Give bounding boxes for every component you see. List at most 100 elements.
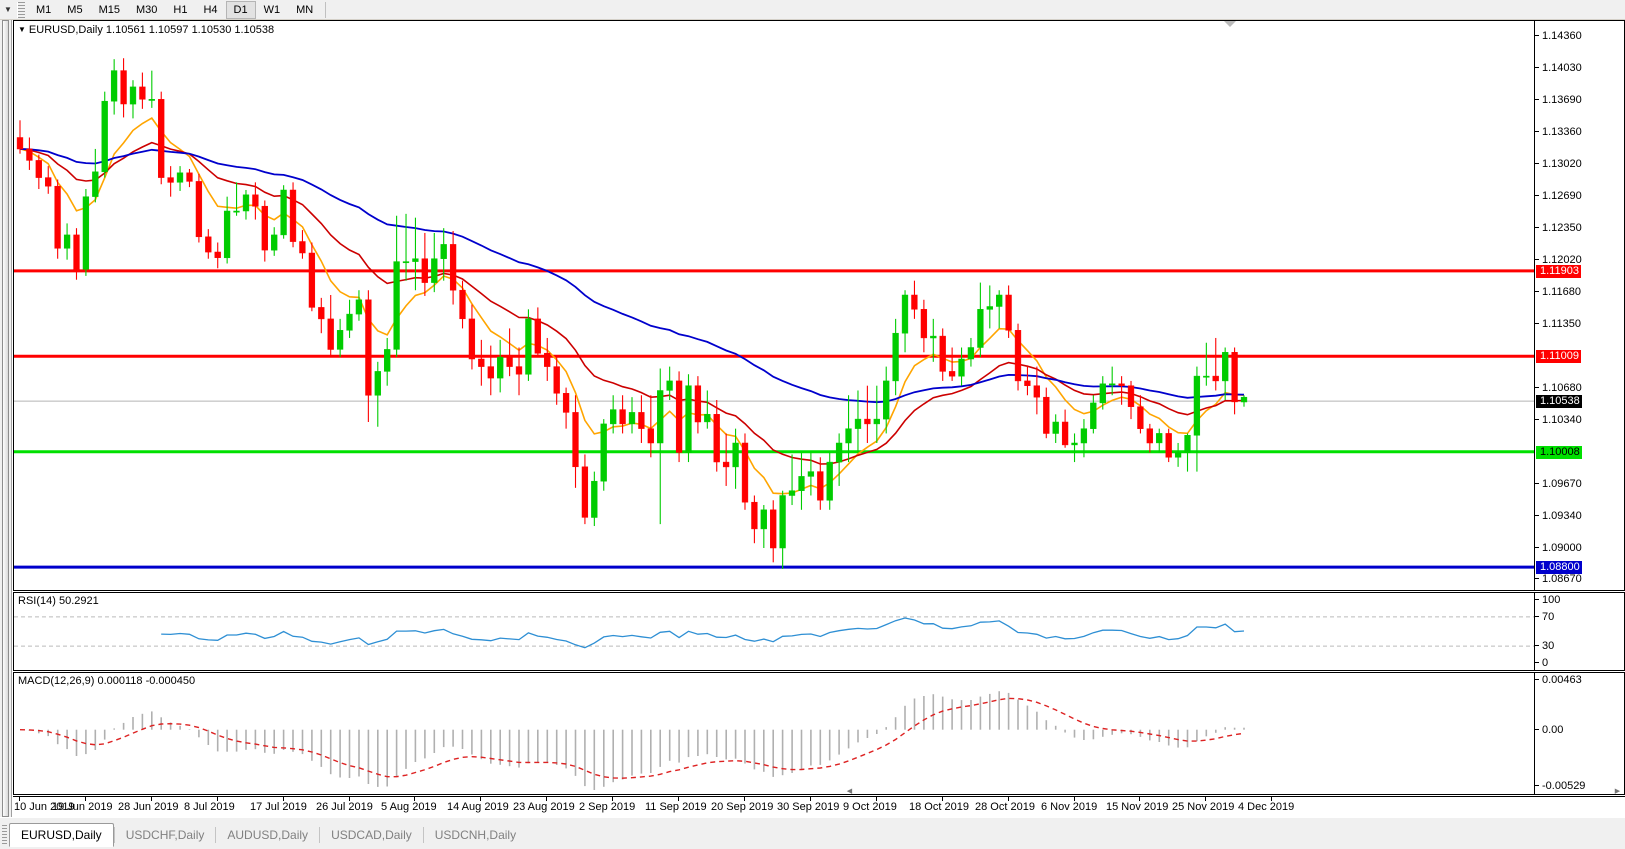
chevron-down-icon[interactable]: ▼	[4, 5, 12, 14]
price-panel[interactable]: ▼ EURUSD,Daily 1.10561 1.10597 1.10530 1.…	[13, 20, 1625, 591]
macd-label: MACD(12,26,9) 0.000118 -0.000450	[18, 675, 196, 687]
chart-tab-usdchf[interactable]: USDCHF,Daily	[125, 828, 205, 842]
date-label: 11 Sep 2019	[645, 801, 707, 813]
date-label: 17 Jul 2019	[250, 801, 307, 813]
vertical-scrollbar[interactable]	[0, 20, 12, 817]
macd-tick: 0.00	[1535, 724, 1563, 736]
date-tick	[1139, 797, 1140, 801]
date-label: 6 Nov 2019	[1041, 801, 1098, 813]
date-label: 14 Aug 2019	[447, 801, 509, 813]
date-label: 9 Oct 2019	[843, 801, 897, 813]
timeframe-button-d1[interactable]: D1	[225, 0, 256, 19]
chart-tab-usdcad[interactable]: USDCAD,Daily	[331, 828, 412, 842]
macd-svg	[19, 691, 1245, 790]
rsi-label: RSI(14) 50.2921	[18, 595, 99, 607]
rsi-tick: 30	[1535, 640, 1554, 652]
toolbar-grip-icon[interactable]	[17, 1, 25, 18]
price-tick: 1.09340	[1535, 510, 1582, 522]
date-label: 23 Aug 2019	[513, 801, 575, 813]
timeframe-button-h1[interactable]: H1	[173, 3, 188, 16]
timeframe-toolbar: ▼ M1 M5 M15 M30 H1 H4 D1 W1 MN	[0, 0, 1625, 20]
date-tick	[349, 797, 350, 801]
date-tick	[19, 797, 20, 801]
price-tick: 1.12350	[1535, 222, 1582, 234]
timeframe-button-h4[interactable]: H4	[203, 3, 218, 16]
price-level-tag-red[interactable]: 1.11009	[1536, 350, 1581, 364]
date-tick	[283, 797, 284, 801]
timeframe-button-m15[interactable]: M15	[98, 3, 120, 16]
macd-plot[interactable]: MACD(12,26,9) 0.000118 -0.000450	[14, 673, 1534, 794]
caret-down-icon[interactable]: ▼	[18, 25, 26, 34]
date-tick	[1008, 797, 1009, 801]
date-tick	[217, 797, 218, 801]
price-tick: 1.11350	[1535, 318, 1581, 330]
date-tick	[414, 797, 415, 801]
rsi-tick: 100	[1535, 594, 1560, 606]
horizontal-scrollbar[interactable]: ◀ ▶	[13, 786, 1625, 795]
chart-tab-eurusd[interactable]: EURUSD,Daily	[9, 823, 114, 847]
timeframe-button-m5[interactable]: M5	[67, 3, 83, 16]
date-label: 10 Jun 2019	[14, 801, 75, 813]
date-label: 26 Jul 2019	[316, 801, 373, 813]
date-label: 2 Sep 2019	[579, 801, 636, 813]
price-tick: 1.14030	[1535, 62, 1582, 74]
price-tick: 1.13360	[1535, 126, 1582, 138]
date-tick	[744, 797, 745, 801]
price-level-tag-red[interactable]: 1.11903	[1536, 264, 1581, 278]
scrollbar-thumb[interactable]	[2, 20, 9, 817]
price-level-tag-black[interactable]: 1.10538	[1536, 395, 1582, 409]
tab-divider	[319, 827, 321, 843]
date-tick	[480, 797, 481, 801]
date-label: 28 Jun 2019	[118, 801, 179, 813]
tab-divider	[422, 827, 424, 843]
timeframe-button-m1[interactable]: M1	[36, 3, 52, 16]
price-tick: 1.09000	[1535, 542, 1582, 554]
rsi-svg	[14, 616, 1534, 649]
rsi-plot[interactable]: RSI(14) 50.2921	[14, 593, 1534, 670]
price-tick: 1.13690	[1535, 94, 1582, 106]
macd-tick: 0.00463	[1535, 674, 1582, 686]
date-tick	[1271, 797, 1272, 801]
date-tick	[85, 797, 86, 801]
price-tick: 1.14360	[1535, 30, 1582, 42]
chart-tab-audusd[interactable]: AUDUSD,Daily	[227, 828, 309, 842]
date-tick	[1205, 797, 1206, 801]
price-plot[interactable]: ▼ EURUSD,Daily 1.10561 1.10597 1.10530 1.…	[14, 21, 1534, 590]
price-tick: 1.12690	[1535, 190, 1582, 202]
price-axis[interactable]: 1.14360 1.14030 1.13690 1.13360 1.13020 1.126…	[1534, 21, 1624, 590]
date-label: 25 Nov 2019	[1172, 801, 1235, 813]
date-tick	[151, 797, 152, 801]
date-label: 19 Jun 2019	[52, 801, 113, 813]
tabbar-grip-icon[interactable]	[2, 825, 7, 845]
date-tick	[810, 797, 811, 801]
macd-tick: -0.00529	[1535, 780, 1585, 792]
timeframe-button-mn[interactable]: MN	[296, 3, 314, 16]
price-tick: 1.13020	[1535, 158, 1582, 170]
scroll-right-icon[interactable]: ▶	[1614, 787, 1621, 795]
price-level-tag-green[interactable]: 1.10008	[1536, 445, 1582, 459]
price-level-tag-blue[interactable]: 1.08800	[1536, 561, 1582, 575]
date-label: 15 Nov 2019	[1106, 801, 1169, 813]
date-tick	[546, 797, 547, 801]
price-tick: 1.10340	[1535, 414, 1582, 426]
date-label: 8 Jul 2019	[184, 801, 235, 813]
timeframe-button-w1[interactable]: W1	[263, 3, 281, 16]
chart-shift-marker[interactable]	[1224, 21, 1236, 27]
toolbar-divider	[325, 1, 327, 18]
rsi-tick: 0	[1535, 657, 1548, 669]
date-tick	[876, 797, 877, 801]
chart-area: ▼ EURUSD,Daily 1.10561 1.10597 1.10530 1.…	[0, 20, 1625, 817]
date-tick	[942, 797, 943, 801]
rsi-panel[interactable]: RSI(14) 50.2921 100 70 30 0	[13, 592, 1625, 671]
timeframe-button-m30[interactable]: M30	[135, 3, 158, 16]
date-label: 20 Sep 2019	[711, 801, 774, 813]
price-tick: 1.11680	[1535, 286, 1581, 298]
price-tick: 1.12020	[1535, 254, 1582, 266]
chart-tab-usdcnh[interactable]: USDCNH,Daily	[434, 828, 517, 842]
date-label: 18 Oct 2019	[909, 801, 969, 813]
scroll-left-icon[interactable]: ◀	[846, 787, 853, 795]
macd-panel[interactable]: MACD(12,26,9) 0.000118 -0.000450 0.00463…	[13, 672, 1625, 795]
date-axis[interactable]: 10 Jun 2019 19 Jun 2019 28 Jun 2019 8 Jul 2…	[13, 796, 1625, 817]
date-label: 5 Aug 2019	[381, 801, 437, 813]
